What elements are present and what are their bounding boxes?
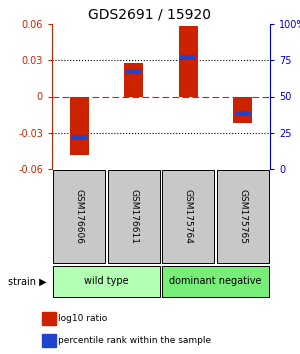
Bar (235, 112, 251, 116)
Text: wild type: wild type (84, 276, 129, 286)
Text: dominant negative: dominant negative (169, 276, 262, 286)
Bar (71, 135, 87, 139)
Bar (180, 55, 196, 60)
Text: percentile rank within the sample: percentile rank within the sample (58, 336, 211, 345)
Text: GSM175764: GSM175764 (184, 189, 193, 244)
Text: GSM176606: GSM176606 (75, 189, 84, 244)
Bar (53, 170, 105, 263)
Bar (124, 63, 143, 97)
Text: GSM176611: GSM176611 (129, 189, 138, 244)
Bar (70, 97, 89, 154)
Bar (233, 97, 252, 123)
Text: GSM175765: GSM175765 (238, 189, 247, 244)
Text: strain ▶: strain ▶ (8, 276, 47, 286)
Text: GDS2691 / 15920: GDS2691 / 15920 (88, 7, 212, 21)
Bar (108, 170, 160, 263)
Bar (126, 69, 142, 74)
Bar (53, 266, 160, 297)
Bar (179, 27, 198, 97)
Bar (42, 312, 56, 325)
Bar (162, 266, 269, 297)
Bar (217, 170, 269, 263)
Text: log10 ratio: log10 ratio (58, 314, 107, 323)
Bar (162, 170, 214, 263)
Bar (42, 333, 56, 347)
